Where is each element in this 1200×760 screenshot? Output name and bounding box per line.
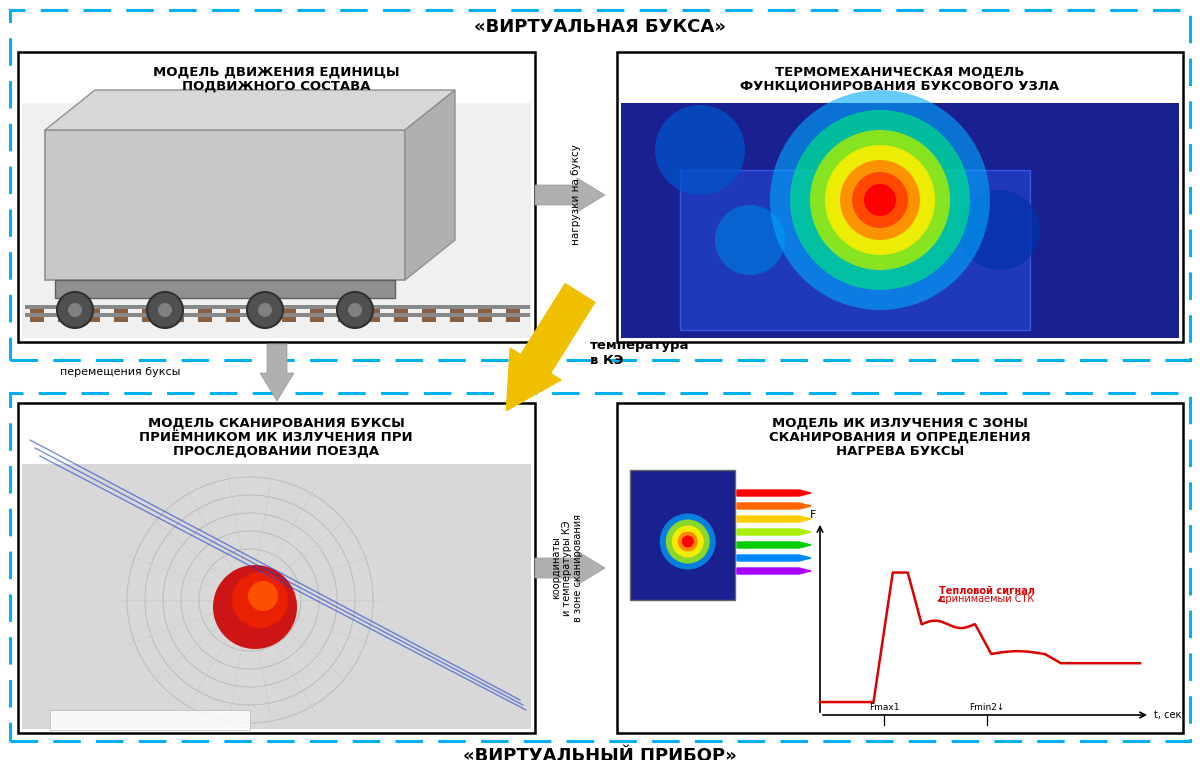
Bar [114, 308, 128, 322]
Circle shape [68, 303, 82, 317]
FancyArrow shape [737, 555, 811, 561]
Bar [58, 308, 72, 322]
FancyArrow shape [737, 529, 811, 535]
Circle shape [810, 130, 950, 270]
Bar [25, 313, 530, 317]
Bar [18, 52, 535, 342]
Circle shape [770, 90, 990, 310]
Circle shape [678, 531, 697, 552]
Circle shape [248, 581, 278, 611]
Text: МОДЕЛЬ ДВИЖЕНИЯ ЕДИНИЦЫ: МОДЕЛЬ ДВИЖЕНИЯ ЕДИНИЦЫ [152, 66, 400, 79]
Text: t, сек: t, сек [1154, 710, 1181, 720]
Bar [680, 170, 1030, 330]
Text: нагрузки на буксу: нагрузки на буксу [571, 144, 581, 245]
Text: ФУНКЦИОНИРОВАНИЯ БУКСОВОГО УЗЛА: ФУНКЦИОНИРОВАНИЯ БУКСОВОГО УЗЛА [740, 80, 1060, 93]
FancyArrow shape [737, 568, 811, 574]
Text: в зоне сканирования: в зоне сканирования [574, 514, 583, 622]
Text: НАГРЕВА БУКСЫ: НАГРЕВА БУКСЫ [836, 445, 964, 458]
Bar [506, 308, 520, 322]
Circle shape [840, 160, 920, 240]
Bar [366, 308, 380, 322]
Text: F: F [810, 510, 816, 520]
FancyArrow shape [506, 283, 595, 410]
FancyArrow shape [737, 542, 811, 548]
Bar [622, 103, 1178, 338]
Text: перемещения буксы: перемещения буксы [60, 367, 180, 377]
Text: Тепловой сигнал: Тепловой сигнал [940, 586, 1036, 596]
Bar [282, 308, 296, 322]
Bar [50, 710, 250, 730]
Bar [310, 308, 324, 322]
Circle shape [852, 172, 908, 228]
Bar [450, 308, 464, 322]
Circle shape [655, 105, 745, 195]
Text: Fmin2↓: Fmin2↓ [970, 703, 1004, 712]
Text: ПРОСЛЕДОВАНИИ ПОЕЗДА: ПРОСЛЕДОВАНИИ ПОЕЗДА [173, 445, 379, 458]
Bar [170, 308, 184, 322]
Circle shape [715, 205, 785, 275]
Circle shape [790, 110, 970, 290]
FancyArrow shape [737, 516, 811, 522]
Bar [86, 308, 100, 322]
Bar [22, 103, 530, 338]
Bar [10, 10, 1190, 360]
Circle shape [58, 292, 94, 328]
Circle shape [337, 292, 373, 328]
Bar [18, 403, 535, 733]
Text: СКАНИРОВАНИЯ И ОПРЕДЕЛЕНИЯ: СКАНИРОВАНИЯ И ОПРЕДЕЛЕНИЯ [769, 431, 1031, 444]
Circle shape [148, 292, 182, 328]
Bar [422, 308, 436, 322]
Bar [55, 280, 395, 298]
Text: в КЭ: в КЭ [590, 354, 623, 368]
Bar [46, 130, 406, 280]
Text: «ВИРТУАЛЬНЫЙ ПРИБОР»: «ВИРТУАЛЬНЫЙ ПРИБОР» [463, 747, 737, 760]
Circle shape [214, 565, 298, 649]
Bar [617, 52, 1183, 342]
Circle shape [666, 520, 709, 563]
Text: «ВИРТУАЛЬНАЯ БУКСА»: «ВИРТУАЛЬНАЯ БУКСА» [474, 18, 726, 36]
Circle shape [864, 184, 896, 216]
Circle shape [826, 145, 935, 255]
Circle shape [158, 303, 172, 317]
Bar [394, 308, 408, 322]
Text: МОДЕЛЬ СКАНИРОВАНИЯ БУКСЫ: МОДЕЛЬ СКАНИРОВАНИЯ БУКСЫ [148, 417, 404, 430]
Circle shape [258, 303, 272, 317]
Bar [30, 308, 44, 322]
Bar [22, 464, 530, 729]
Text: ПОДВИЖНОГО СОСТАВА: ПОДВИЖНОГО СОСТАВА [181, 80, 371, 93]
Bar [630, 470, 734, 600]
Text: ТЕРМОМЕХАНИЧЕСКАЯ МОДЕЛЬ: ТЕРМОМЕХАНИЧЕСКАЯ МОДЕЛЬ [775, 66, 1025, 79]
Circle shape [348, 303, 362, 317]
Bar [10, 393, 1190, 741]
Bar [142, 308, 156, 322]
Circle shape [660, 514, 715, 569]
Text: МОДЕЛЬ ИК ИЗЛУЧЕНИЯ С ЗОНЫ: МОДЕЛЬ ИК ИЗЛУЧЕНИЯ С ЗОНЫ [772, 417, 1028, 430]
Bar [617, 403, 1183, 733]
Circle shape [672, 525, 703, 558]
Circle shape [960, 190, 1040, 270]
FancyArrow shape [737, 490, 811, 496]
Text: ПРИЁМНИКОМ ИК ИЗЛУЧЕНИЯ ПРИ: ПРИЁМНИКОМ ИК ИЗЛУЧЕНИЯ ПРИ [139, 431, 413, 444]
FancyArrow shape [260, 344, 294, 401]
Text: температура: температура [590, 338, 690, 351]
Bar [338, 308, 352, 322]
Circle shape [232, 572, 288, 628]
Bar [25, 305, 530, 309]
FancyArrow shape [535, 178, 605, 212]
Bar [226, 308, 240, 322]
Circle shape [247, 292, 283, 328]
Polygon shape [406, 90, 455, 280]
Polygon shape [46, 90, 455, 130]
FancyArrow shape [737, 503, 811, 509]
Bar [198, 308, 212, 322]
Text: принимаемый СТК: принимаемый СТК [940, 594, 1034, 604]
Circle shape [682, 536, 694, 547]
Bar [254, 308, 268, 322]
Bar [478, 308, 492, 322]
Text: координаты: координаты [551, 537, 562, 600]
Text: и температуры КЭ: и температуры КЭ [562, 521, 572, 616]
FancyArrow shape [535, 551, 605, 585]
Text: Fmax1: Fmax1 [869, 703, 900, 712]
